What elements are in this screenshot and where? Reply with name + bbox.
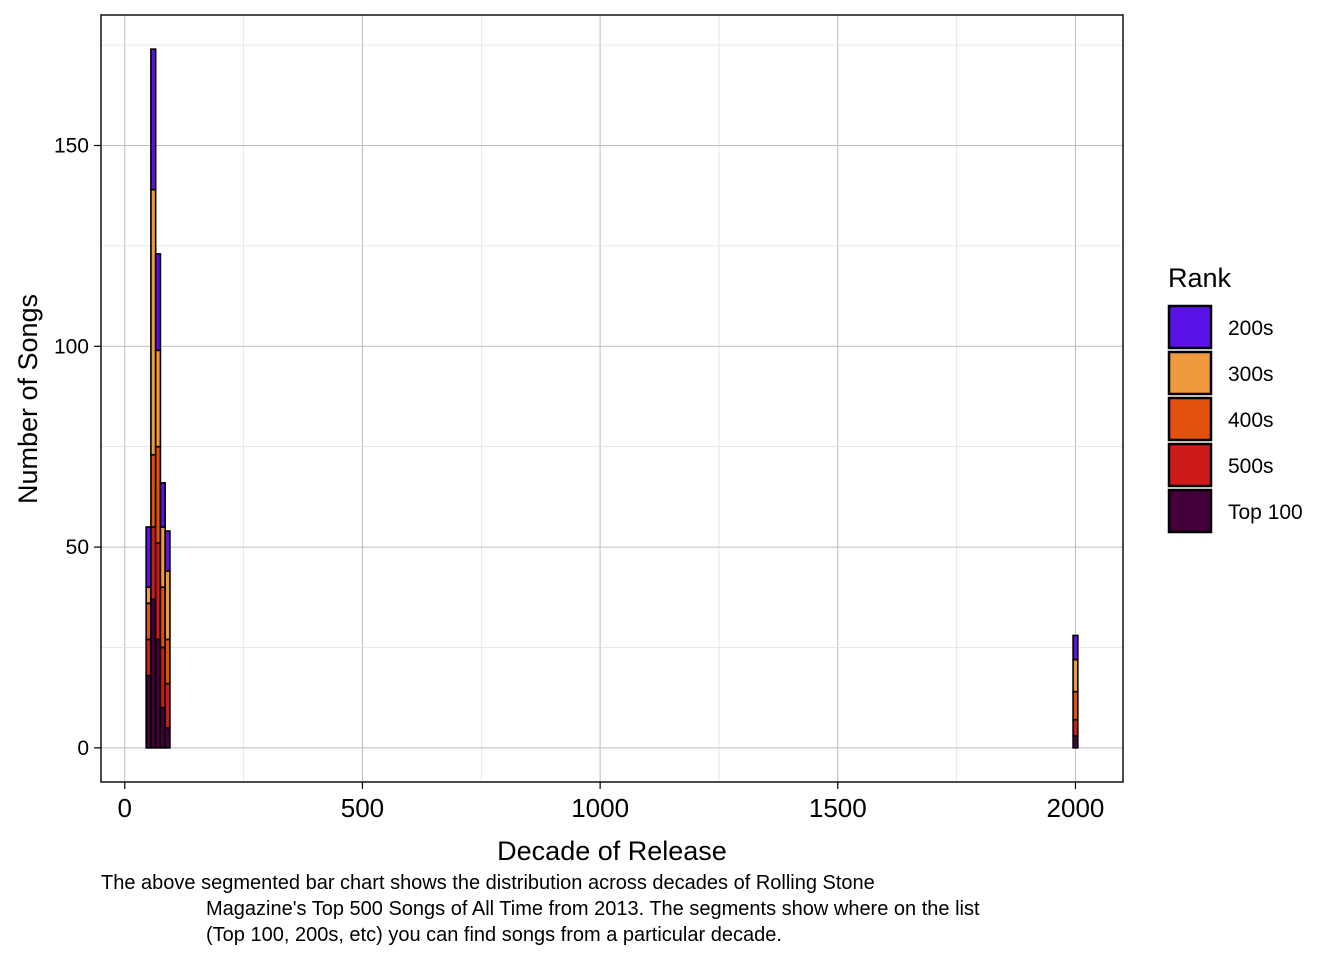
bar-segment-300s <box>164 570 171 641</box>
bar-segment-400s <box>1072 690 1079 721</box>
bar-segment-top-100 <box>1072 735 1079 749</box>
bar-segment-300s <box>154 349 162 448</box>
x-axis-title: Decade of Release <box>497 836 727 866</box>
y-tick-label: 100 <box>54 335 89 358</box>
x-tick-label: 1500 <box>809 793 867 823</box>
y-tick-label: 150 <box>54 135 89 158</box>
legend-label: 200s <box>1228 317 1274 340</box>
y-axis-title: Number of Songs <box>13 294 43 504</box>
bar-segment-500s <box>1072 718 1079 737</box>
legend: Rank 200s 300s 400s 500s Top 100 <box>1167 263 1303 534</box>
y-tick-label: 50 <box>66 536 89 559</box>
legend-title: Rank <box>1168 263 1232 293</box>
bar-segment-500s <box>164 682 171 729</box>
y-tick-label: 0 <box>77 737 89 760</box>
x-tick-label: 500 <box>341 793 384 823</box>
legend-label: Top 100 <box>1228 501 1303 524</box>
bar-segment-200s <box>1072 634 1079 661</box>
bar-segment-200s <box>164 530 171 572</box>
bar-segment-300s <box>1072 658 1079 693</box>
caption-line-3: (Top 100, 200s, etc) you can find songs … <box>206 924 782 946</box>
bar-segment-200s <box>154 253 162 352</box>
legend-label: 300s <box>1228 363 1274 386</box>
caption-line-1: The above segmented bar chart shows the … <box>101 872 875 894</box>
legend-swatch-top-100 <box>1167 488 1213 534</box>
plot-border <box>100 14 1124 783</box>
legend-label: 500s <box>1228 455 1274 478</box>
legend-swatch-300s <box>1167 350 1213 396</box>
x-tick-label: 0 <box>118 793 132 823</box>
bar-segment-200s <box>150 48 157 191</box>
caption: The above segmented bar chart shows the … <box>101 870 1161 948</box>
x-tick-label: 1000 <box>571 793 629 823</box>
x-tick-label: 2000 <box>1047 793 1105 823</box>
bar-segment-400s <box>164 638 171 685</box>
axes: 0 500 1000 1500 2000 0 50 100 150 <box>54 135 1104 823</box>
bar-segment-200s <box>159 482 166 528</box>
legend-label: 400s <box>1228 409 1274 432</box>
caption-line-2: Magazine's Top 500 Songs of All Time fro… <box>206 898 980 920</box>
bar-segment-top-100 <box>164 726 171 749</box>
legend-swatch-200s <box>1167 304 1213 350</box>
grid <box>101 15 1123 782</box>
legend-swatch-400s <box>1167 396 1213 442</box>
bars <box>145 48 1079 749</box>
legend-swatch-500s <box>1167 442 1213 488</box>
